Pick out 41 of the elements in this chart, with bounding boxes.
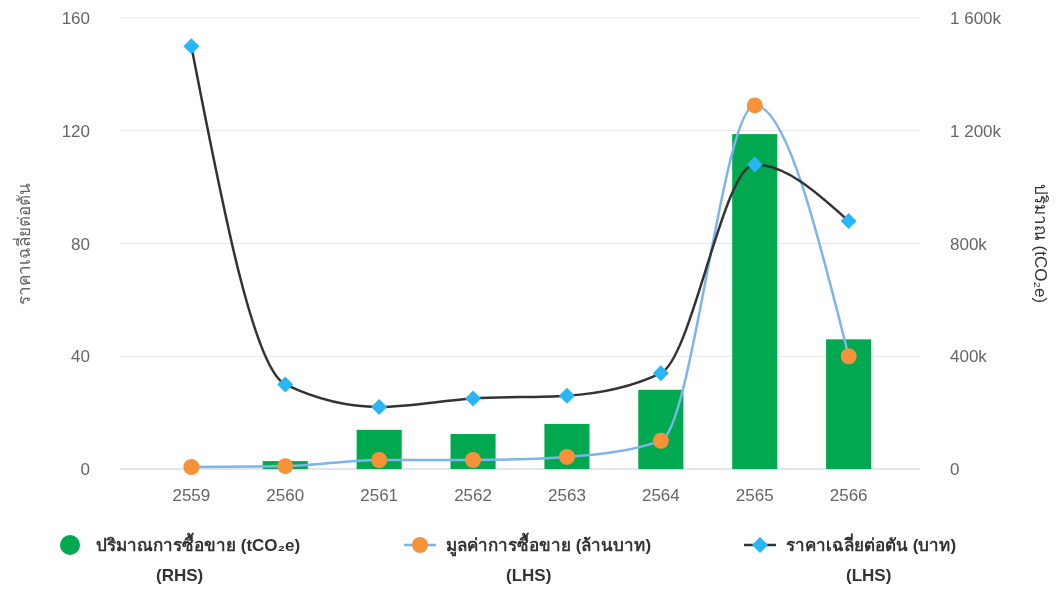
x-tick-label: 2564 — [641, 486, 680, 505]
x-tick-label: 2562 — [454, 486, 492, 505]
point — [840, 348, 857, 365]
point — [652, 365, 669, 382]
y-tick-label: 40 — [71, 347, 90, 367]
point — [558, 448, 575, 465]
y-tick-label: 80 — [71, 234, 90, 254]
x-tick-label: 2565 — [735, 486, 774, 505]
point — [558, 387, 575, 404]
y2-axis-title: ปริมาณ (tCO₂e) — [1031, 183, 1050, 304]
x-tick-label: 2559 — [172, 486, 211, 505]
y-tick-label: 160 — [61, 9, 90, 28]
bar — [826, 339, 872, 469]
point — [183, 459, 200, 476]
x-tick-label: 2563 — [548, 486, 586, 505]
point — [465, 390, 482, 407]
y2-tick-label: 400k — [950, 347, 988, 367]
legend-label: ราคาเฉลี่ยต่อตัน (บาท) (LHS) — [786, 533, 957, 585]
point — [652, 432, 669, 449]
point — [746, 156, 763, 173]
point — [746, 97, 763, 114]
x-tick-label: 2560 — [266, 486, 305, 505]
bar — [732, 134, 778, 469]
bar — [638, 389, 684, 469]
y2-tick-label: 1 600k — [950, 9, 1002, 28]
point — [371, 451, 388, 468]
y2-tick-label: 800k — [950, 234, 988, 254]
legend-label: ปริมาณการซื้อขาย (tCO₂e) (RHS) — [96, 532, 301, 585]
x-tick-label: 2561 — [360, 486, 399, 505]
y-axis-title: ราคาเฉลี่ยต่อตัน — [12, 182, 34, 305]
legend-label: มูลค่าการซื้อขาย (ล้านบาท) (LHS) — [446, 532, 652, 585]
y2-tick-label: 0 — [950, 460, 960, 479]
point — [277, 376, 294, 393]
point — [277, 458, 294, 475]
y-tick-label: 0 — [80, 460, 90, 479]
point — [371, 398, 388, 415]
x-tick-label: 2566 — [829, 486, 868, 505]
point — [183, 38, 200, 55]
y-tick-label: 120 — [61, 121, 90, 141]
y2-tick-label: 1 200k — [950, 121, 1002, 141]
point — [840, 212, 857, 229]
